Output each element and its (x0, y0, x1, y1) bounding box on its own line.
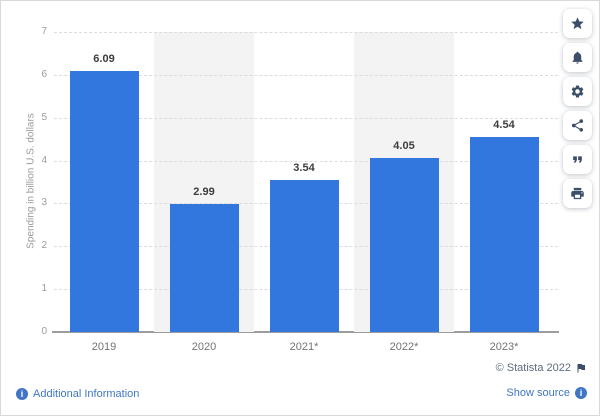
bar-2020[interactable] (169, 203, 239, 332)
bar-value-label: 4.05 (393, 140, 415, 153)
cite-button[interactable] (563, 145, 592, 174)
share-icon (571, 119, 584, 132)
y-axis-tick-label: 1 (41, 283, 47, 295)
chart-toolbar (563, 9, 592, 208)
gridline (54, 160, 558, 162)
x-axis-tick-label: 2021* (289, 341, 319, 353)
bar-value-label: 2.99 (193, 185, 215, 198)
y-axis-tick-label: 6 (41, 68, 47, 80)
print-button[interactable] (563, 179, 592, 208)
x-axis-tick-label: 2020 (191, 341, 217, 353)
y-axis-tick-label: 3 (41, 197, 47, 209)
x-axis-tick-label: 2023* (489, 341, 519, 353)
y-axis-tick-label: 4 (41, 154, 47, 166)
y-axis-tick-label: 5 (41, 111, 47, 123)
copyright: © Statista 2022 (496, 362, 587, 374)
bar-2019[interactable] (69, 71, 139, 332)
y-axis-tick-label: 7 (41, 26, 47, 37)
show-source-label: Show source (506, 387, 570, 399)
notifications-button[interactable] (563, 43, 592, 72)
x-axis-tick-label: 2022* (389, 341, 419, 353)
bell-icon (572, 51, 583, 64)
star-icon (571, 17, 584, 30)
gridline (54, 32, 558, 33)
gear-icon (571, 85, 584, 98)
settings-button[interactable] (563, 77, 592, 106)
share-button[interactable] (563, 111, 592, 140)
flag-icon (577, 364, 585, 373)
y-axis-title: Spending in billion U.S. dollars (25, 113, 37, 249)
y-axis-tick-label: 2 (41, 240, 47, 252)
additional-information-label: Additional Information (33, 388, 140, 400)
quote-icon (573, 156, 582, 163)
x-axis-line (52, 331, 559, 333)
additional-information-link[interactable]: i Additional Information (16, 388, 139, 400)
bar-2022*[interactable] (369, 158, 439, 332)
print-icon (571, 187, 584, 200)
bar-2023*[interactable] (469, 137, 539, 332)
bar-value-label: 3.54 (293, 162, 315, 175)
show-source-link[interactable]: Show source i (506, 387, 587, 399)
info-icon: i (16, 388, 28, 400)
bar-value-label: 4.54 (493, 119, 515, 132)
gridline (54, 74, 558, 76)
y-axis-tick-label: 0 (41, 326, 47, 337)
plot-area: 6.09 2.99 3.54 4.05 4.54 (52, 32, 559, 333)
x-axis-tick-label: 2019 (91, 341, 117, 353)
bar-value-label: 6.09 (93, 53, 115, 65)
gridline (54, 117, 558, 119)
copyright-text: © Statista 2022 (495, 362, 571, 374)
info-icon: i (575, 387, 587, 399)
favorite-button[interactable] (563, 9, 592, 38)
bar-2021*[interactable] (269, 180, 339, 332)
